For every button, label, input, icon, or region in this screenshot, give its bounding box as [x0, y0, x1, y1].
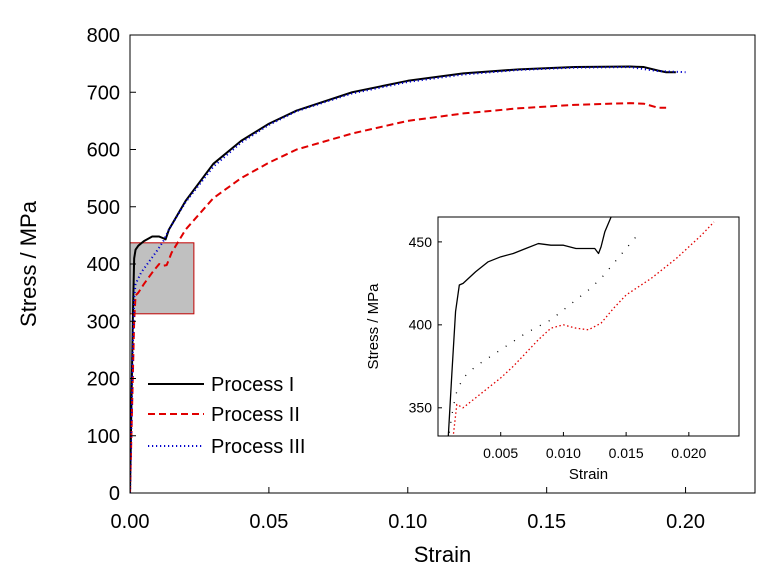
inset-y-tick-label: 350	[409, 400, 433, 416]
main-y-tick-label: 700	[87, 82, 120, 104]
main-series-line-1	[130, 65, 676, 493]
legend-label-1: Process I	[211, 374, 294, 396]
main-y-tick-label: 100	[87, 426, 120, 448]
legend-label-2: Process II	[211, 404, 300, 426]
inset-series-line-2	[452, 221, 715, 436]
legend: Process I Process II Process III	[148, 374, 305, 458]
inset-background	[438, 217, 739, 436]
main-y-tick-label: 0	[109, 483, 120, 505]
inset-x-tick-label: 0.005	[483, 445, 518, 461]
inset-x-tick-label: 0.010	[546, 445, 581, 461]
inset-plot: 0.005 0.010 0.015 0.020 350 400 450 Strain Stres…	[365, 216, 740, 483]
main-y-tick-label: 500	[87, 197, 120, 219]
main-highlight-region	[129, 242, 195, 315]
main-x-axis-label: Strain	[414, 542, 471, 567]
main-plot: 0.00 0.05 0.10 0.15 0.20 0 100 200 300 400 500 600 7…	[16, 25, 756, 567]
main-series-line-3	[130, 66, 686, 493]
main-x-tick-label: 0.00	[111, 511, 150, 533]
main-y-tick-label: 300	[87, 311, 120, 333]
main-x-tick-label: 0.05	[249, 511, 288, 533]
inset-x-tick-label: 0.020	[671, 445, 706, 461]
inset-y-axis-label: Stress / MPa	[365, 283, 382, 370]
inset-y-tick-label: 450	[409, 234, 433, 250]
inset-series-line-1	[447, 217, 612, 436]
legend-label-3: Process III	[211, 436, 305, 458]
inset-x-tick-label: 0.015	[609, 445, 644, 461]
main-x-tick-label: 0.10	[388, 511, 427, 533]
main-y-tick-label: 200	[87, 369, 120, 391]
inset-x-axis-label: Strain	[569, 466, 608, 483]
main-y-tick-label: 800	[87, 25, 120, 47]
inset-plot-frame	[437, 216, 740, 437]
main-y-axis-label: Stress / MPa	[16, 200, 41, 327]
inset-y-tick-label: 400	[409, 317, 433, 333]
main-series-line-2	[130, 102, 667, 493]
inset-series-line-3	[448, 233, 640, 433]
main-y-tick-label: 600	[87, 140, 120, 162]
main-x-tick-label: 0.20	[666, 511, 705, 533]
main-x-tick-label: 0.15	[527, 511, 566, 533]
main-y-tick-label: 400	[87, 254, 120, 276]
